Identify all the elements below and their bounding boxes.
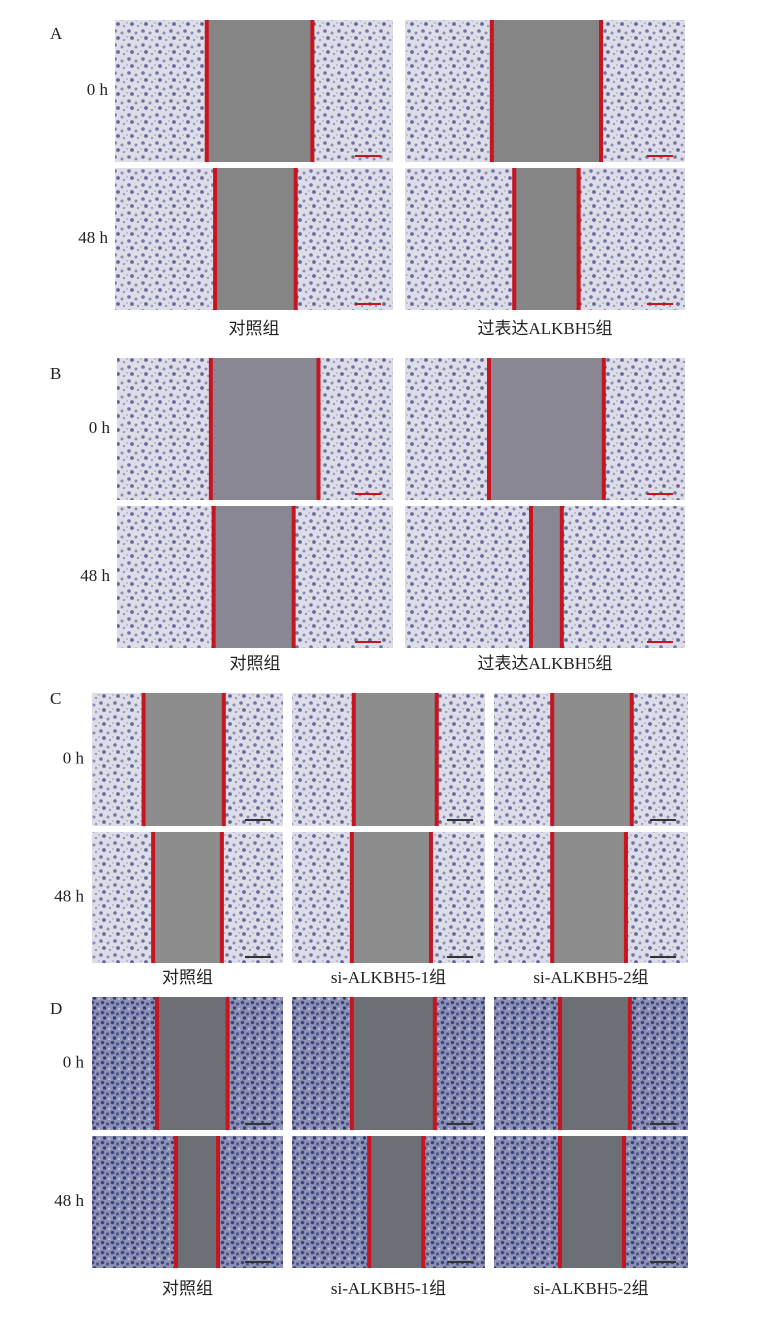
wound-gap [153, 832, 222, 963]
wound-gap [489, 358, 604, 500]
wound-gap [531, 506, 562, 648]
wound-gap [552, 693, 632, 826]
panel-label: B [50, 364, 61, 383]
column-caption: 对照组 [162, 1279, 213, 1298]
column-caption: si-ALKBH5-1组 [331, 1279, 446, 1298]
row-label: 0 h [63, 1052, 85, 1071]
panel-label: C [50, 689, 61, 708]
wound-gap [369, 1136, 424, 1268]
column-caption: 过表达ALKBH5组 [477, 319, 612, 338]
wound-gap [351, 832, 431, 963]
wound-gap [213, 506, 294, 648]
column-caption: si-ALKBH5-2组 [533, 1279, 648, 1298]
wound-gap [491, 20, 601, 162]
wound-gap [210, 358, 319, 500]
row-label: 0 h [63, 748, 85, 767]
row-label: 48 h [80, 566, 110, 585]
column-caption: 对照组 [162, 968, 213, 987]
wound-gap [552, 832, 626, 963]
wound-gap [559, 997, 630, 1130]
column-caption: si-ALKBH5-2组 [533, 968, 648, 987]
wound-gap [559, 1136, 624, 1268]
column-caption: 对照组 [230, 654, 281, 673]
row-label: 48 h [54, 886, 84, 905]
wound-gap [353, 693, 437, 826]
wound-gap [351, 997, 435, 1130]
wound-gap [143, 693, 224, 826]
panel-label: D [50, 999, 62, 1018]
row-label: 48 h [78, 228, 108, 247]
column-caption: si-ALKBH5-1组 [331, 968, 446, 987]
wound-gap [514, 168, 579, 310]
wound-gap [156, 997, 228, 1130]
wound-gap [206, 20, 313, 162]
row-label: 48 h [54, 1191, 84, 1210]
column-caption: 过表达ALKBH5组 [477, 654, 612, 673]
panel-label: A [50, 24, 63, 43]
row-label: 0 h [87, 80, 109, 99]
wound-gap [176, 1136, 219, 1268]
row-label: 0 h [89, 418, 111, 437]
column-caption: 对照组 [229, 319, 280, 338]
wound-gap [215, 168, 296, 310]
